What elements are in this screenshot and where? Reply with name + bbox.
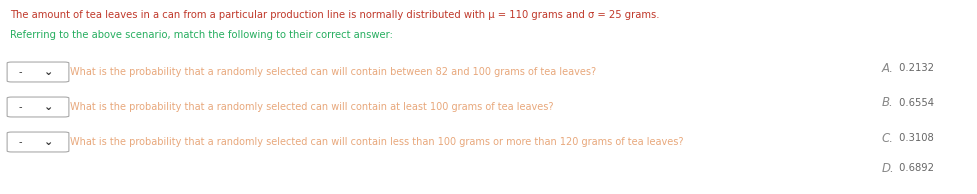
Text: What is the probability that a randomly selected can will contain less than 100 : What is the probability that a randomly … xyxy=(70,137,684,147)
Text: -: - xyxy=(19,137,22,147)
Text: -: - xyxy=(19,102,22,112)
Text: D.: D. xyxy=(882,161,895,174)
Text: 0.6554: 0.6554 xyxy=(896,98,934,108)
Text: What is the probability that a randomly selected can will contain between 82 and: What is the probability that a randomly … xyxy=(70,67,596,77)
Text: 0.3108: 0.3108 xyxy=(896,133,934,143)
Text: 0.6892: 0.6892 xyxy=(896,163,934,173)
Text: B.: B. xyxy=(882,96,894,109)
Text: -: - xyxy=(19,67,22,77)
Text: A.: A. xyxy=(882,61,894,74)
Text: ⌄: ⌄ xyxy=(44,102,54,112)
Text: ⌄: ⌄ xyxy=(44,67,54,77)
FancyBboxPatch shape xyxy=(7,62,69,82)
Text: The amount of tea leaves in a can from a particular production line is normally : The amount of tea leaves in a can from a… xyxy=(10,10,659,20)
Text: Referring to the above scenario, match the following to their correct answer:: Referring to the above scenario, match t… xyxy=(10,30,393,40)
FancyBboxPatch shape xyxy=(7,132,69,152)
Text: C.: C. xyxy=(882,132,894,145)
FancyBboxPatch shape xyxy=(7,97,69,117)
Text: 0.2132: 0.2132 xyxy=(896,63,934,73)
Text: ⌄: ⌄ xyxy=(44,137,54,147)
Text: What is the probability that a randomly selected can will contain at least 100 g: What is the probability that a randomly … xyxy=(70,102,554,112)
